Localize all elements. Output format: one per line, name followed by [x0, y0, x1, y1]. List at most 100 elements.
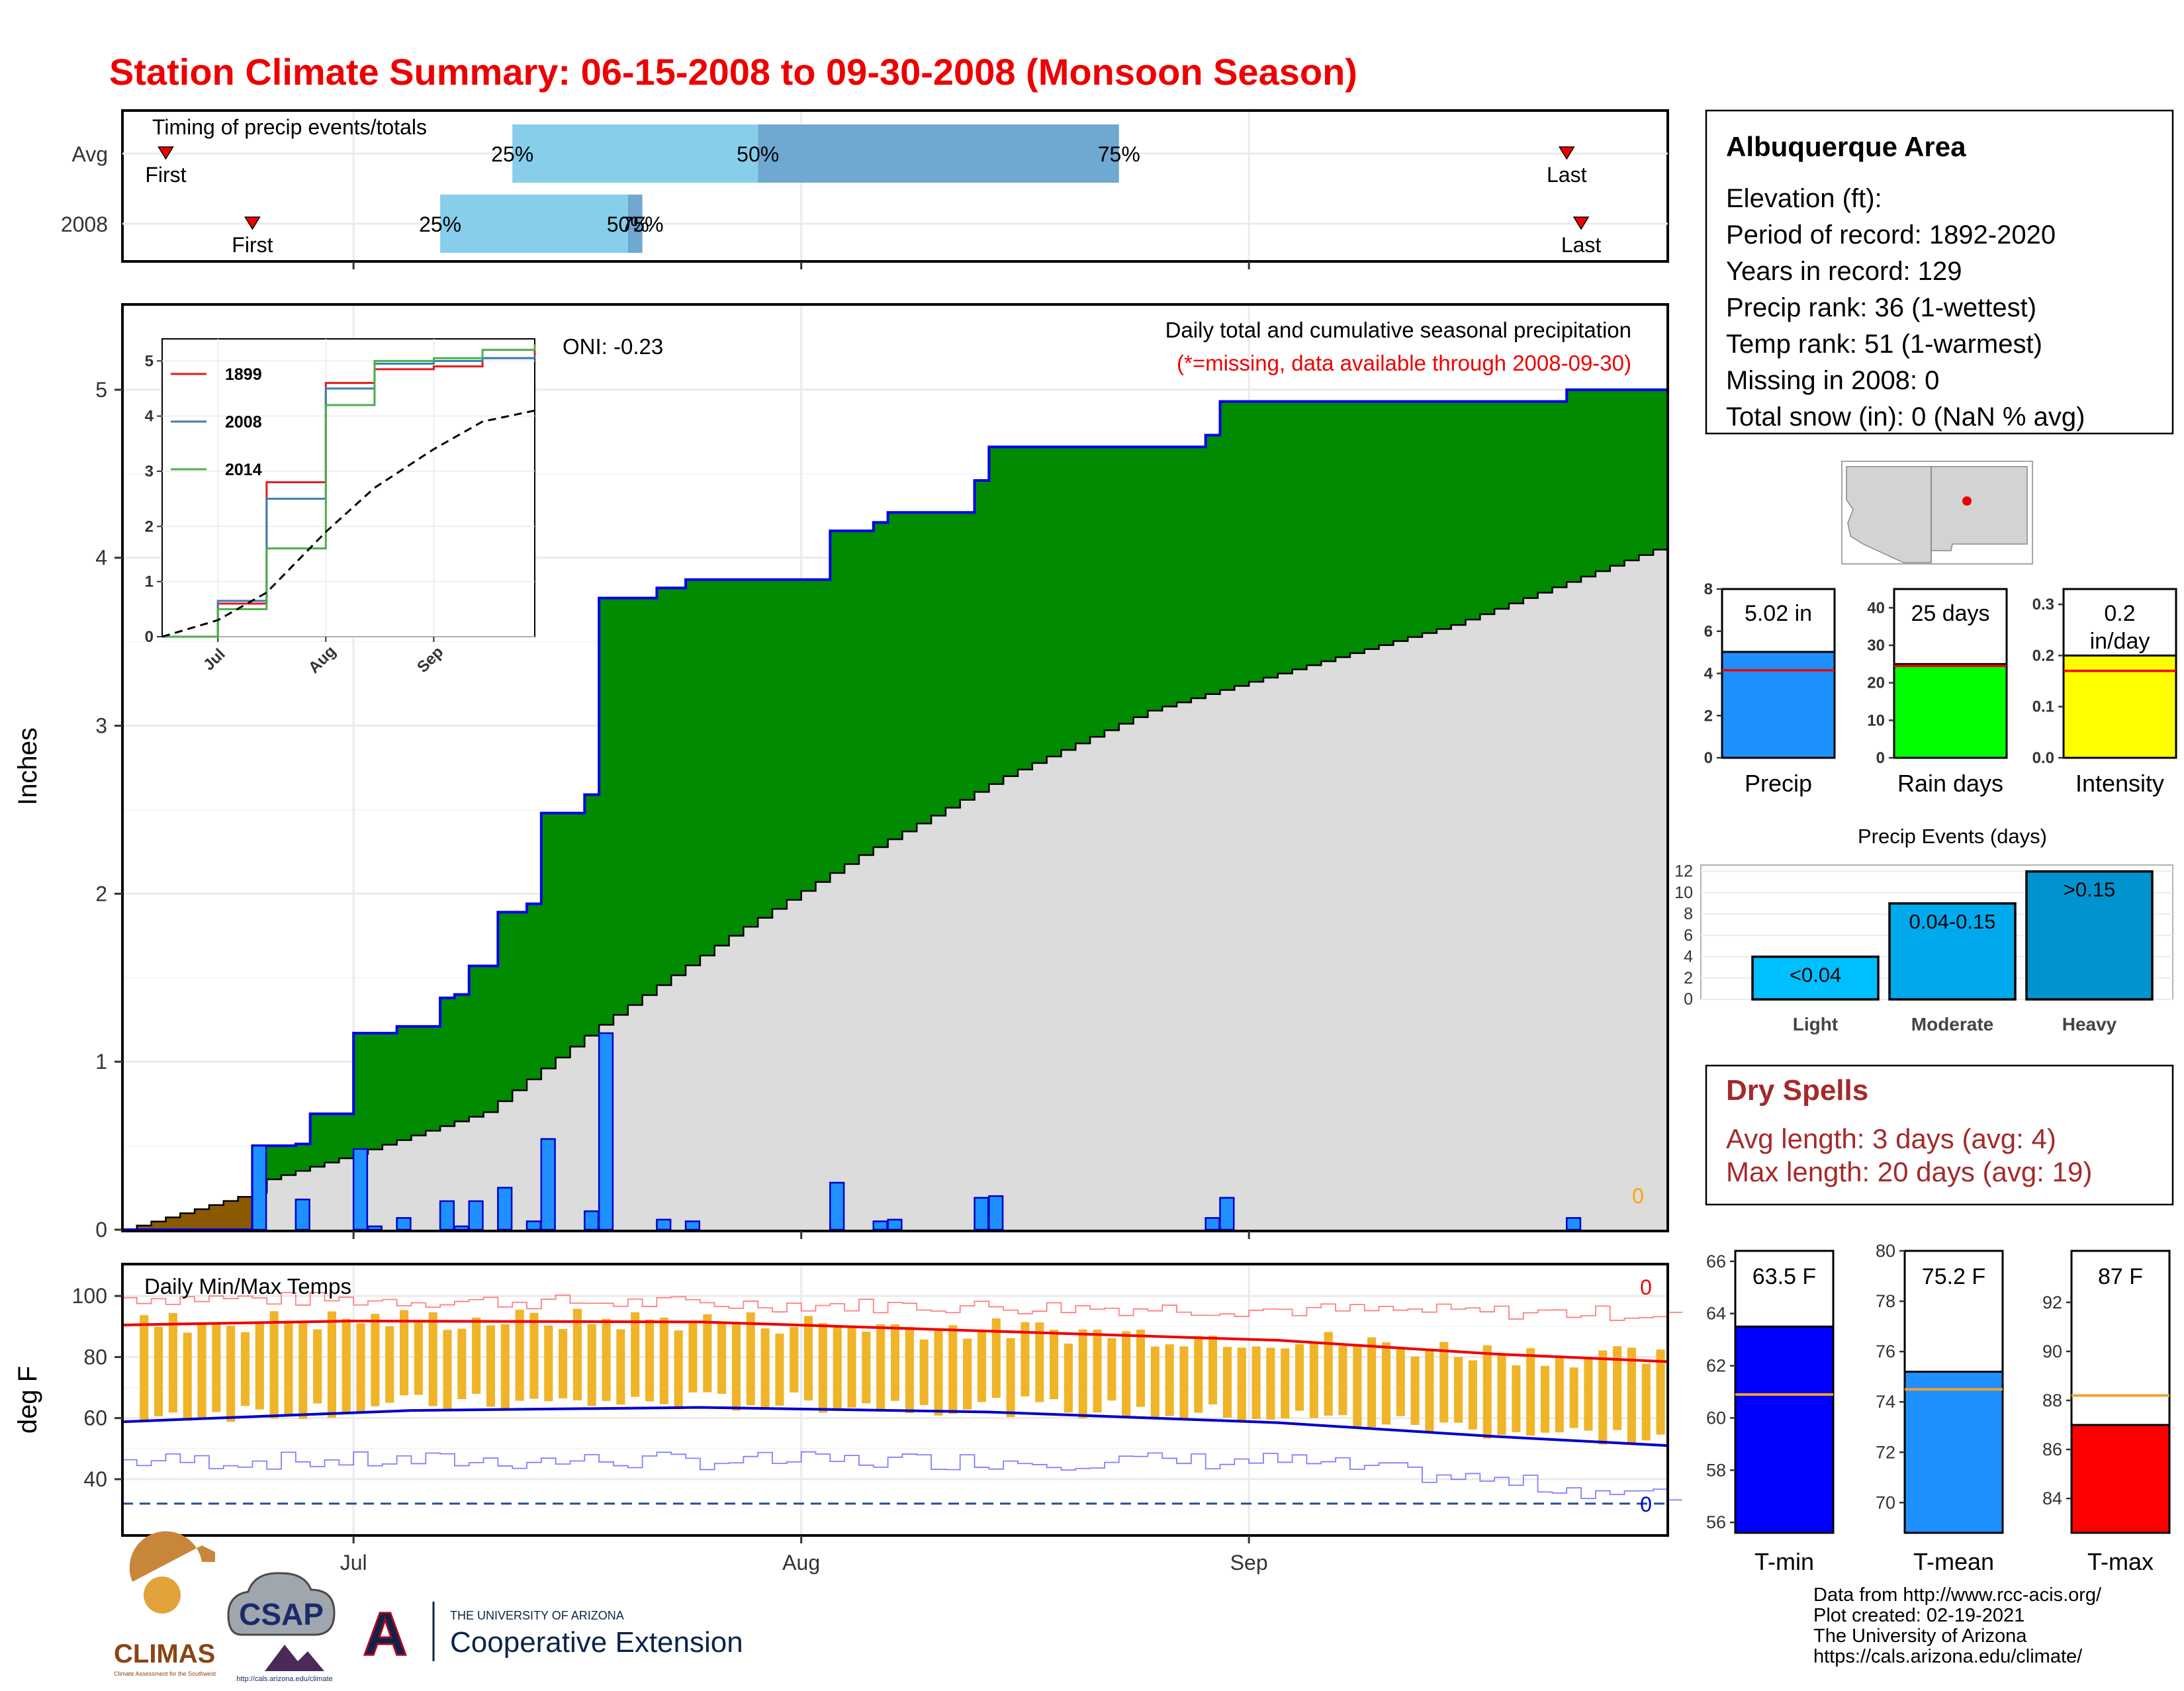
daily-temp-range-bar	[356, 1323, 365, 1412]
temp-lines	[122, 1291, 1682, 1505]
precip-events-title: Precip Events (days)	[1858, 825, 2047, 848]
summary-bar-category-label: Rain days	[1897, 770, 2003, 797]
station-info-frame	[1705, 109, 2174, 435]
daily-temp-range-bar	[1309, 1341, 1318, 1418]
credit-line: Plot created: 02-19-2021	[1813, 1605, 2025, 1626]
daily-temp-range-bar	[775, 1334, 784, 1406]
summary-bar-tick-label: 40	[1867, 599, 1885, 617]
daily-temp-range-bar	[1122, 1331, 1131, 1419]
last-event-label: Last	[1547, 163, 1587, 187]
csap-wordmark: CSAP	[239, 1597, 324, 1631]
station-detail-line: Total snow (in): 0 (NaN % avg)	[1726, 402, 2085, 432]
daily-temp-range-bar	[1598, 1350, 1608, 1445]
daily-temp-range-bar	[645, 1319, 655, 1402]
temp-bar-tick-label: 72	[1876, 1442, 1895, 1462]
temp-y-title: deg F	[13, 1366, 42, 1434]
inset-y-tick-label: 4	[145, 408, 154, 426]
summary-bar-2	[2062, 654, 2177, 759]
precip-events-tick-label: 2	[1684, 969, 1693, 987]
inset-series-line-2014	[162, 344, 536, 638]
daily-temp-range-bar	[587, 1324, 596, 1406]
summary-bar-tick-label: 30	[1867, 637, 1885, 655]
daily-temp-range-bar	[876, 1324, 886, 1410]
daily-temp-range-bar	[313, 1329, 322, 1404]
daily-temp-range-bar	[1006, 1338, 1015, 1418]
daily-temp-range-bar	[399, 1310, 409, 1396]
daily-temp-range-bar	[659, 1317, 668, 1404]
dry-spells-box: Dry Spells Avg length: 3 days (avg: 4) M…	[1705, 1064, 2174, 1206]
daily-temp-range-bar	[1035, 1322, 1044, 1402]
credit-line: Data from http://www.rcc-acis.org/	[1813, 1584, 2102, 1606]
daily-temp-range-bar	[1468, 1360, 1477, 1430]
daily-temp-range-bar	[919, 1339, 929, 1405]
daily-temp-range-bar	[1093, 1329, 1102, 1413]
first-event-marker	[158, 146, 174, 160]
station-name: Albuquerque Area	[1726, 131, 1966, 162]
precip-y-tick-label: 0	[95, 1218, 107, 1242]
summary-bar-category-label: Precip	[1745, 770, 1812, 797]
daily-temp-range-bar	[255, 1322, 264, 1410]
precip-y-title: Inches	[13, 727, 42, 805]
daily-precip-bar	[367, 1225, 383, 1231]
precip-events-chart: Precip Events (days) 0 2 4 6 8 10 12 <0.04 Light 0…	[1674, 825, 2173, 1034]
temp-bar-tick-label: 76	[1876, 1342, 1895, 1361]
precip-events-bar	[1888, 902, 2017, 1001]
precip-events-category: Light	[1793, 1014, 1838, 1034]
temp-y-tick-label: 60	[83, 1406, 107, 1430]
station-location-marker	[1962, 496, 1972, 506]
temp-bar-2	[2070, 1424, 2171, 1534]
inset-y-tick-label: 1	[145, 573, 154, 591]
daily-temp-range-bar	[559, 1329, 568, 1398]
timing-q50-q75-box	[758, 124, 1119, 183]
station-detail-line: Precip rank: 36 (1-wettest)	[1726, 293, 2036, 322]
climas-wordmark: CLIMAS	[114, 1639, 215, 1668]
daily-temp-range-bar	[140, 1315, 149, 1422]
last-event-marker	[1558, 146, 1575, 160]
page-title: Station Climate Summary: 06-15-2008 to 0…	[109, 51, 1357, 93]
daily-precip-bars	[251, 1032, 1582, 1231]
daily-precip-bar	[887, 1218, 903, 1231]
below-normal-area	[122, 1197, 253, 1230]
inset-y-tick-label: 0	[145, 628, 154, 646]
precip-y-tick-label: 5	[95, 378, 107, 402]
avg-max-temp-line	[122, 1319, 1668, 1363]
daily-temp-range-bar	[1281, 1348, 1290, 1419]
daily-precip-bar	[598, 1032, 614, 1231]
daily-temp-range-bar	[500, 1324, 510, 1411]
daily-temp-range-bar	[1497, 1355, 1506, 1436]
daily-temp-range-bar	[226, 1326, 236, 1422]
timing-q25-q50-box	[512, 124, 758, 183]
temperature-bar-charts: 56 58 60 62 64 66 63.5 F T-min 70 72 74 76 78 80 75.2 …	[1706, 1241, 2171, 1575]
daily-temp-range-bar	[154, 1326, 163, 1416]
daily-temp-range-bar	[1165, 1344, 1174, 1416]
last-event-marker	[1572, 216, 1590, 230]
daily-temp-range-bar	[977, 1330, 986, 1402]
daily-precip-bar	[684, 1220, 701, 1231]
timing-q75-label: 75%	[621, 212, 664, 236]
timing-row-label: 2008	[61, 212, 108, 236]
timing-q75-label: 75%	[1098, 142, 1140, 166]
timing-row-label: Avg	[71, 142, 108, 166]
daily-temp-range-bar	[1150, 1346, 1160, 1418]
temp-missing-max: 0	[1640, 1275, 1652, 1299]
summary-bar-tick-label: 0.1	[2032, 698, 2054, 716]
timing-q50-label: 50%	[737, 142, 779, 166]
daily-temp-range-bar	[1613, 1346, 1622, 1430]
credit-line: The University of Arizona	[1813, 1625, 2027, 1647]
new-mexico-shape	[1931, 466, 2028, 551]
normal-cumulative-area	[122, 544, 1668, 1230]
summary-bar-tick-label: 4	[1704, 665, 1713, 683]
daily-temp-range-bar	[1179, 1346, 1189, 1418]
inset-y-tick-label: 2	[145, 518, 154, 535]
precip-events-category: Heavy	[2062, 1014, 2117, 1034]
ua-small-text: THE UNIVERSITY OF ARIZONA	[450, 1609, 624, 1622]
summary-bar-value-label: 5.02 in	[1745, 601, 1812, 626]
daily-temp-range-bar	[1295, 1344, 1304, 1411]
daily-temp-range-bar	[544, 1325, 553, 1402]
ua-big-text: Cooperative Extension	[450, 1626, 743, 1659]
daily-temp-range-bar	[1222, 1347, 1232, 1418]
temp-bar-tick-label: 62	[1706, 1356, 1726, 1376]
daily-temp-range-bar	[1656, 1349, 1665, 1435]
